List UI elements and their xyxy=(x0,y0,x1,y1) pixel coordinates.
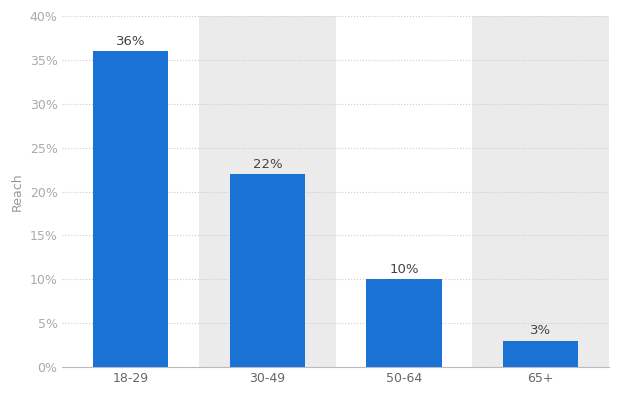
Bar xyxy=(93,51,168,367)
Bar xyxy=(366,279,441,367)
Bar xyxy=(199,16,335,367)
Bar xyxy=(472,16,609,367)
Text: 3%: 3% xyxy=(530,324,551,337)
Bar xyxy=(230,174,305,367)
Text: 36%: 36% xyxy=(116,35,146,48)
Text: 10%: 10% xyxy=(389,263,419,276)
Bar xyxy=(335,16,472,367)
Bar xyxy=(503,341,578,367)
Y-axis label: Reach: Reach xyxy=(11,172,24,211)
Bar xyxy=(63,16,199,367)
Text: 22%: 22% xyxy=(252,158,282,171)
